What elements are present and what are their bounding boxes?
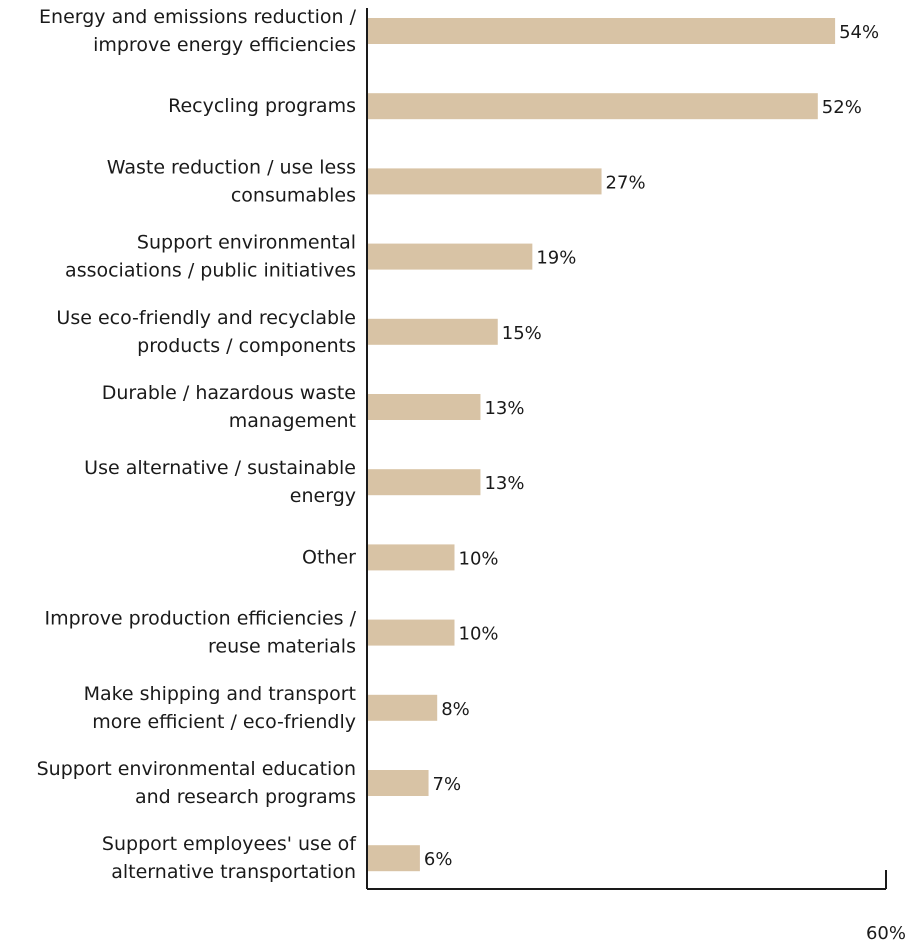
- category-label-line: reuse materials: [208, 636, 356, 658]
- category-label-line: energy: [290, 485, 356, 507]
- category-label-line: Make shipping and transport: [84, 683, 356, 705]
- category-label-line: Support employees' use of: [102, 833, 357, 855]
- category-label-line: products / components: [137, 335, 356, 357]
- bar: [368, 243, 533, 270]
- x-tick-label: 60%: [866, 923, 906, 944]
- category-label: Make shipping and transport more efficien…: [84, 683, 356, 733]
- category-label: Support environmental associations / publ…: [65, 232, 356, 282]
- bar-value-label: 15%: [502, 323, 542, 344]
- bar: [368, 93, 818, 120]
- bars-group: [368, 18, 836, 872]
- category-label: Waste reduction / use less consumables: [107, 156, 356, 206]
- category-label-line: consumables: [231, 184, 356, 206]
- category-label-line: management: [229, 410, 356, 432]
- category-label-line: improve energy efficiencies: [93, 34, 356, 56]
- bar: [368, 619, 455, 646]
- x-ticks-group: 60%: [866, 870, 906, 944]
- category-label-line: Recycling programs: [168, 95, 356, 117]
- category-label-line: Waste reduction / use less: [107, 156, 356, 178]
- bar-value-label: 52%: [822, 97, 862, 118]
- bar: [368, 845, 420, 872]
- value-labels-group: 54% 52% 27% 19% 15% 13% 13% 10% 10% 8% 7% 6%: [424, 22, 879, 870]
- bar: [368, 469, 481, 496]
- category-label-line: Use eco-friendly and recyclable: [56, 307, 356, 329]
- category-label-line: Use alternative / sustainable: [84, 457, 356, 479]
- bar: [368, 694, 438, 721]
- bar-value-label: 13%: [484, 398, 524, 419]
- category-labels-group: Energy and emissions reduction / improve …: [37, 6, 358, 883]
- category-label: Use alternative / sustainable energy: [84, 457, 356, 507]
- category-label-line: Improve production efficiencies /: [45, 608, 357, 630]
- category-label-line: Support environmental education: [37, 758, 356, 780]
- bar-value-label: 19%: [536, 248, 576, 269]
- category-label-line: Support environmental: [137, 232, 356, 254]
- bar-value-label: 10%: [459, 548, 499, 569]
- bar-value-label: 8%: [441, 699, 470, 720]
- category-label: Energy and emissions reduction / improve …: [39, 6, 357, 56]
- bar-value-label: 54%: [839, 22, 879, 43]
- category-label: Support environmental education and resea…: [37, 758, 356, 808]
- bar: [368, 770, 429, 796]
- category-label-line: associations / public initiatives: [65, 260, 356, 282]
- category-label-line: more efficient / eco-friendly: [92, 711, 356, 733]
- category-label-line: Energy and emissions reduction /: [39, 6, 357, 28]
- bar: [368, 544, 455, 571]
- bar: [368, 168, 602, 195]
- bar: [368, 18, 836, 44]
- bar-value-label: 13%: [484, 473, 524, 494]
- bar: [368, 318, 498, 345]
- bar-value-label: 10%: [459, 624, 499, 645]
- category-label-line: Durable / hazardous waste: [102, 382, 356, 404]
- category-label-line: alternative transportation: [111, 861, 356, 883]
- bar-value-label: 27%: [606, 172, 646, 193]
- category-label: Use eco-friendly and recyclable products …: [56, 307, 356, 357]
- category-label: Durable / hazardous waste management: [102, 382, 356, 432]
- category-label: Improve production efficiencies / reuse m…: [45, 608, 357, 658]
- bar-value-label: 7%: [433, 774, 462, 795]
- category-label-line: and research programs: [135, 786, 356, 808]
- category-label: Support employees' use of alternative tra…: [102, 833, 357, 883]
- bar: [368, 394, 481, 420]
- category-label-line: Other: [302, 546, 356, 568]
- bar-value-label: 6%: [424, 849, 453, 870]
- category-label: Recycling programs: [168, 95, 356, 117]
- category-label: Other: [302, 546, 356, 568]
